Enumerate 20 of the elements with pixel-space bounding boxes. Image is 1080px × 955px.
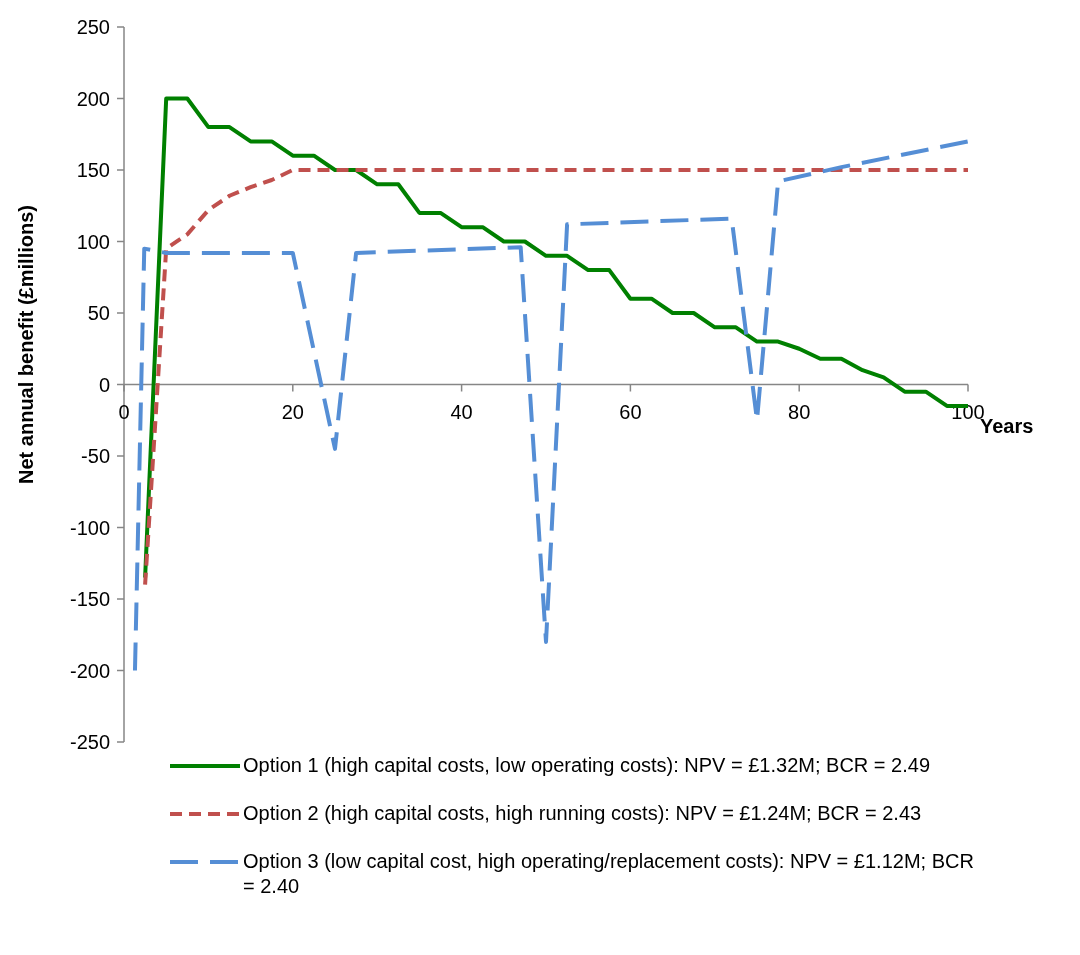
y-tick-label: -100	[69, 516, 110, 539]
legend-label: Option 1 (high capital costs, low operating costs): NPV = £1.32M; BCR = 2.49	[243, 754, 931, 776]
y-tick-label: 250	[76, 16, 110, 38]
y-tick-label: 100	[76, 230, 110, 253]
x-tick-label: 40	[450, 400, 473, 423]
x-tick-label: 60	[619, 400, 642, 423]
y-tick-label: 50	[87, 302, 110, 324]
y-tick-label: -200	[69, 659, 110, 682]
y-axis-title: Net annual benefit (£millions)	[15, 205, 37, 484]
y-tick-label: 150	[76, 159, 110, 181]
x-tick-label: 20	[281, 400, 304, 423]
y-tick-label: 200	[76, 87, 110, 110]
x-tick-label: 0	[118, 400, 130, 423]
legend-label: Option 2 (high capital costs, high running costs): NPV = £1.24M; BCR = 2.43	[243, 802, 922, 824]
y-tick-label: -250	[69, 731, 110, 753]
y-tick-label: -150	[69, 588, 110, 610]
x-tick-label: 80	[788, 400, 811, 423]
y-tick-label: 0	[98, 373, 110, 396]
y-tick-label: -50	[81, 445, 110, 467]
legend-label: Option 3 (low capital cost, high operating/replacement costs): NPV = £1.12M; BCR = 2.40	[243, 850, 974, 897]
